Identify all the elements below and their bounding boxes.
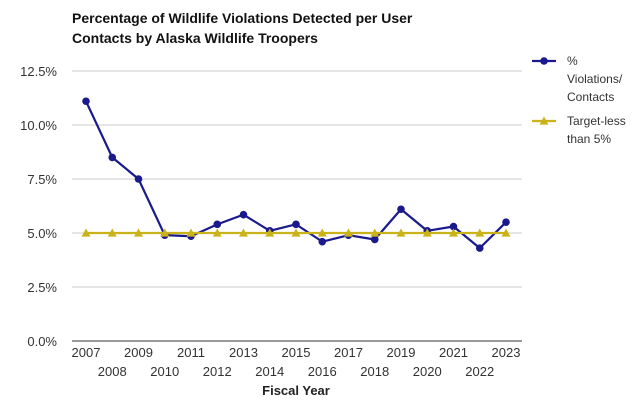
data-point (370, 235, 379, 244)
data-point (502, 218, 510, 226)
data-point (475, 244, 484, 252)
data-point (397, 205, 405, 214)
x-tick-label: 2016 (308, 364, 337, 379)
data-point (186, 228, 196, 237)
data-point (134, 175, 143, 183)
data-point (422, 228, 432, 237)
axes: 0.0% 2.5% 5.0% 7.5% 10.0% 12.5% 2007 2008 2009 20… (20, 64, 522, 379)
data-point (212, 228, 222, 237)
x-tick-label: 2022 (465, 364, 494, 379)
data-point (318, 237, 327, 246)
data-point (160, 228, 170, 237)
chart-title-line-2: Contacts by Alaska Wildlife Troopers (72, 30, 318, 46)
data-point (107, 228, 117, 237)
data-point (344, 228, 353, 237)
data-point (449, 222, 458, 231)
x-tick-label: 2023 (492, 345, 521, 360)
x-tick-label: 2017 (334, 345, 363, 360)
data-point (265, 228, 275, 237)
data-point (396, 228, 406, 237)
x-axis-title: Fiscal Year (262, 383, 330, 398)
data-point (291, 228, 301, 237)
x-tick-label: 2011 (177, 345, 205, 360)
x-tick-label: 2012 (203, 364, 232, 379)
data-point (134, 228, 143, 237)
y-tick-label: 12.5% (20, 64, 57, 79)
legend-label: Target-less (567, 114, 626, 128)
data-point (81, 228, 91, 237)
data-point (449, 228, 458, 237)
legend-label: Contacts (567, 90, 614, 104)
data-point (317, 228, 327, 237)
data-point (501, 228, 511, 237)
x-tick-label: 2014 (255, 364, 284, 379)
x-tick-label: 2010 (150, 364, 179, 379)
y-tick-label: 2.5% (27, 280, 57, 295)
series-1 (82, 97, 510, 252)
y-tick-label: 10.0% (20, 118, 57, 133)
data-point (213, 220, 222, 229)
x-tick-label: 2007 (72, 345, 101, 360)
legend-label: % (567, 54, 578, 68)
data-point (239, 228, 248, 237)
legend: % Violations/Contacts Target-less than 5% (532, 54, 626, 146)
x-tick-label: 2008 (98, 364, 127, 379)
data-point (292, 220, 300, 229)
data-point (108, 153, 117, 162)
series-plot-area (81, 97, 511, 252)
x-tick-label: 2015 (282, 345, 311, 360)
chart-title: Percentage of Wildlife Violations Detect… (72, 8, 512, 48)
y-tick-label: 0.0% (27, 334, 57, 349)
series-2 (81, 228, 511, 237)
legend-entry-1: % Violations/Contacts (532, 54, 623, 104)
data-point (239, 210, 248, 219)
data-point (82, 97, 90, 106)
chart-title-line-1: Percentage of Wildlife Violations Detect… (72, 10, 413, 26)
x-tick-label: 2019 (387, 345, 416, 360)
y-tick-label: 7.5% (27, 172, 57, 187)
legend-label: than 5% (567, 132, 611, 146)
legend-marker (539, 116, 549, 125)
x-tick-label: 2021 (439, 345, 468, 360)
x-tick-label: 2013 (229, 345, 258, 360)
x-tick-label: 2009 (124, 345, 153, 360)
data-point (475, 228, 485, 237)
data-point (370, 228, 380, 237)
legend-marker (540, 57, 548, 65)
legend-label: Violations/ (567, 72, 623, 86)
legend-entry-2: Target-less than 5% (532, 114, 626, 146)
x-tick-label: 2020 (413, 364, 442, 379)
x-tick-label: 2018 (360, 364, 389, 379)
y-tick-label: 5.0% (27, 226, 57, 241)
